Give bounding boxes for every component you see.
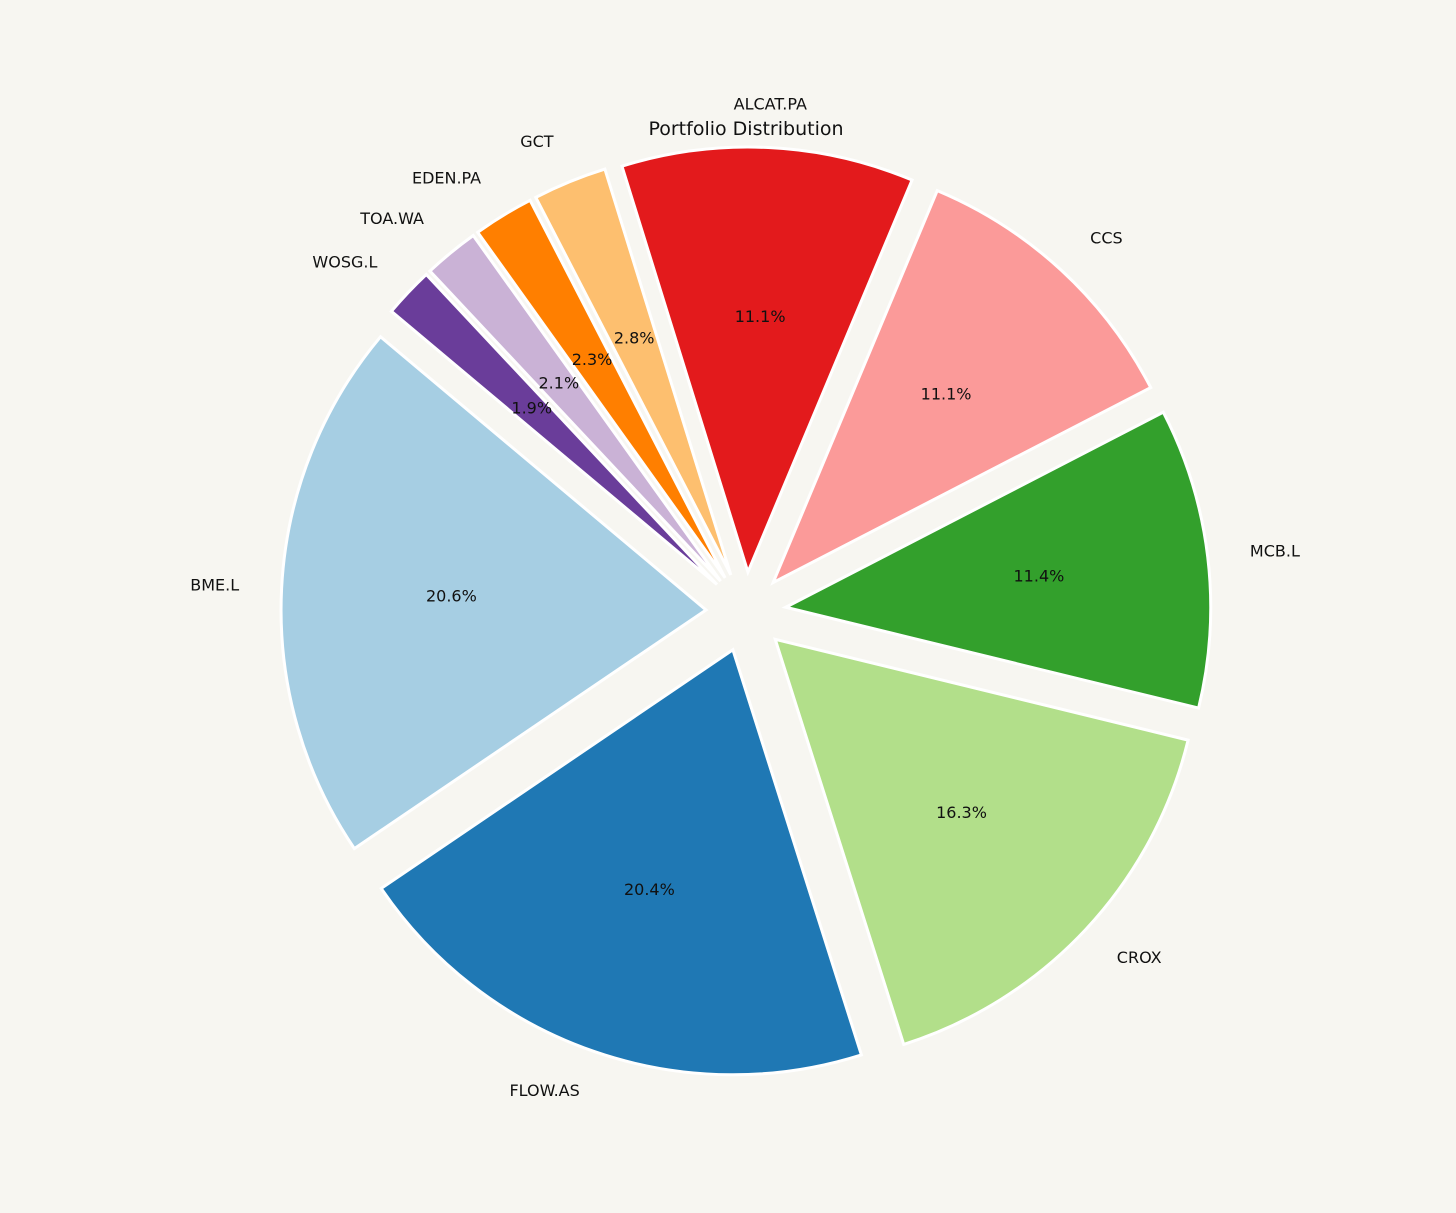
slice-label-crox: CROX [1117,948,1162,967]
slice-label-alcat-pa: ALCAT.PA [734,95,807,114]
pct-label-eden-pa: 2.3% [572,350,613,369]
pct-label-flow-as: 20.4% [624,880,675,899]
pie-slice-crox [772,637,1190,1047]
slice-label-gct: GCT [520,132,554,151]
chart-title: Portfolio Distribution [648,118,843,140]
slice-label-mcb-l: MCB.L [1250,541,1300,560]
pie-labels: BME.L 20.6% FLOW.AS 20.4% CROX 16.3% MCB.L 11.4… [190,95,1300,1100]
pct-label-bme-l: 20.6% [426,586,477,605]
pie-slice-gct [533,167,733,576]
pct-label-ccs: 11.1% [921,385,972,404]
pie-slice-flow-as [379,647,864,1077]
slice-label-bme-l: BME.L [190,576,239,595]
slice-label-toa-wa: TOA.WA [359,209,424,228]
slice-label-wosg-l: WOSG.L [312,253,377,272]
pct-label-alcat-pa: 11.1% [735,307,786,326]
pie-slice-ccs [770,188,1153,586]
pie-slice-wosg-l [389,272,719,586]
pie-slice-bme-l [279,334,709,851]
pie-slices [279,145,1213,1077]
slice-label-ccs: CCS [1090,229,1123,248]
pie-slice-eden-pa [475,198,727,579]
pct-label-wosg-l: 1.9% [511,399,552,418]
pct-label-gct: 2.8% [614,329,655,348]
slice-label-eden-pa: EDEN.PA [412,169,481,188]
pie-slice-mcb-l [781,410,1213,710]
pct-label-crox: 16.3% [936,803,987,822]
pie-slice-alcat-pa [620,145,915,577]
pct-label-mcb-l: 11.4% [1014,567,1065,586]
slice-label-flow-as: FLOW.AS [509,1081,579,1100]
pie-slice-toa-wa [427,233,722,583]
pct-label-toa-wa: 2.1% [539,373,580,392]
